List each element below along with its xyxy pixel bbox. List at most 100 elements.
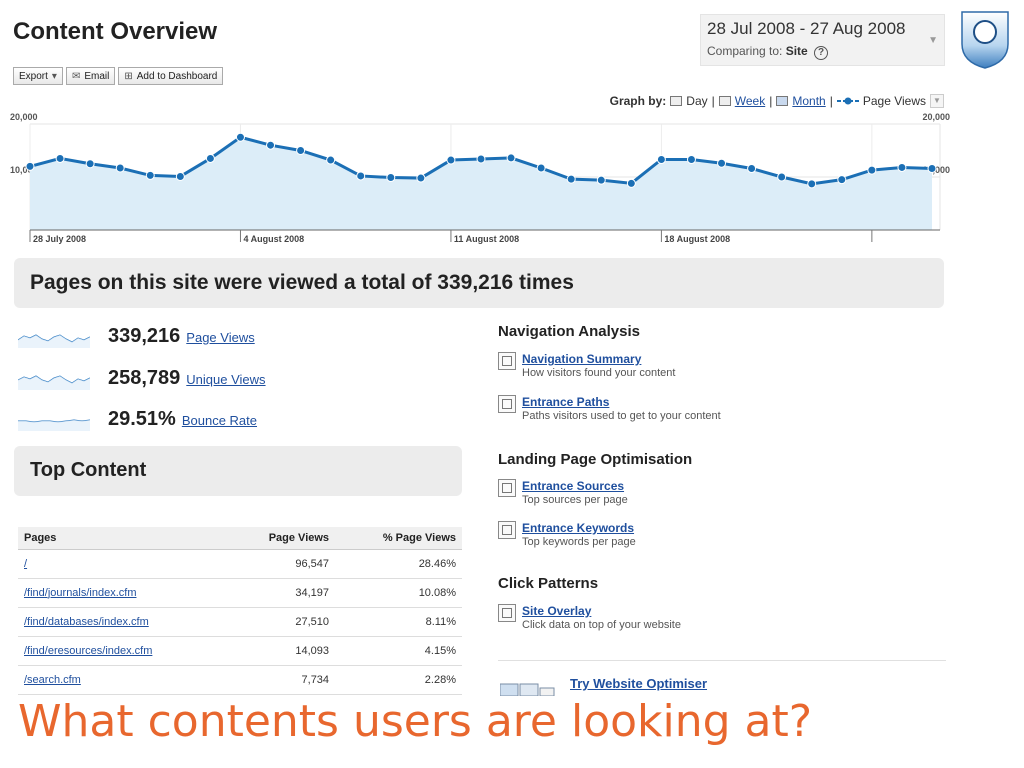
page-link[interactable]: /search.cfm <box>24 673 81 686</box>
series-legend-icon <box>836 97 859 105</box>
data-point <box>596 175 606 185</box>
comparing-to: Comparing to: Site ? <box>707 44 829 60</box>
summary-banner: Pages on this site were viewed a total o… <box>14 258 944 308</box>
page-link[interactable]: /find/databases/index.cfm <box>24 615 149 628</box>
metric-value: 29.51% <box>108 408 176 430</box>
data-point <box>506 153 516 163</box>
entrance-sources-item: Entrance Sources Top sources per page <box>498 479 628 506</box>
data-point <box>356 171 366 181</box>
x-tick-label: 11 August 2008 <box>454 234 519 244</box>
metric-page-views: 339,216 Page Views <box>18 325 255 348</box>
data-point <box>897 162 907 172</box>
data-point <box>235 132 245 142</box>
x-tick-label: 18 August 2008 <box>664 234 730 244</box>
metric-dropdown-icon[interactable]: ▼ <box>930 94 944 108</box>
date-range-selector[interactable]: 28 Jul 2008 - 27 Aug 2008 Comparing to: … <box>700 14 945 66</box>
site-overlay-link[interactable]: Site Overlay <box>522 604 592 618</box>
site-overlay-desc: Click data on top of your website <box>522 619 681 631</box>
entrance-paths-link[interactable]: Entrance Paths <box>522 395 610 409</box>
page-link[interactable]: / <box>24 557 28 570</box>
metric-bounce-rate: 29.51% Bounce Rate <box>18 408 257 431</box>
page-link[interactable]: /find/journals/index.cfm <box>24 586 137 599</box>
data-point <box>386 173 396 183</box>
data-point <box>656 155 666 165</box>
navigation-analysis-title: Navigation Analysis <box>498 323 640 340</box>
entrance-sources-link[interactable]: Entrance Sources <box>522 479 625 493</box>
entrance-keywords-link[interactable]: Entrance Keywords <box>522 521 635 535</box>
column-header-pages[interactable]: Pages <box>18 527 228 550</box>
data-point <box>416 173 426 183</box>
envelope-icon: ✉ <box>71 70 81 82</box>
compare-value: Site <box>785 44 808 58</box>
data-point <box>205 153 215 163</box>
pct-cell: 2.28% <box>335 665 462 695</box>
pct-cell: 28.46% <box>335 549 462 579</box>
graph-by-month[interactable]: Month <box>792 94 826 108</box>
table-row: / 96,547 28.46% <box>18 549 462 579</box>
data-point <box>807 179 817 189</box>
y-tick-label-right: 20,000 <box>922 112 950 122</box>
email-button[interactable]: ✉ Email <box>65 67 116 85</box>
graph-by-controls: Graph by: Day | Week | Month | Page View… <box>610 94 944 108</box>
column-header-page-views[interactable]: Page Views <box>227 527 336 550</box>
sparkline-icon <box>18 374 90 390</box>
pct-cell: 4.15% <box>335 636 462 666</box>
sparkline-icon <box>18 333 90 348</box>
metric-link[interactable]: Page Views <box>186 330 255 345</box>
metric-unique-views: 258,789 Unique Views <box>18 367 266 390</box>
divider <box>498 660 946 661</box>
chevron-down-icon[interactable]: ▼ <box>928 35 938 46</box>
help-icon[interactable]: ? <box>814 46 829 60</box>
data-point <box>175 171 185 181</box>
metric-link[interactable]: Unique Views <box>186 372 266 387</box>
metric-link[interactable]: Bounce Rate <box>181 413 258 428</box>
y-tick-label-left: 20,000 <box>10 112 38 122</box>
caret-down-icon: ▾ <box>51 70 57 82</box>
data-point <box>326 155 336 165</box>
x-tick-label: 4 August 2008 <box>243 234 304 244</box>
table-row: /find/eresources/index.cfm 14,093 4.15% <box>18 636 462 666</box>
graph-by-label: Graph by: <box>609 94 667 108</box>
data-point <box>55 153 65 163</box>
data-point <box>626 178 636 188</box>
top-content-table: Pages Page Views % Page Views / 96,547 2… <box>18 527 462 695</box>
slide-caption: What contents users are looking at? <box>18 696 813 747</box>
report-icon <box>498 479 516 497</box>
x-tick-label: 28 July 2008 <box>33 234 86 244</box>
navigation-summary-link[interactable]: Navigation Summary <box>522 352 642 366</box>
entrance-sources-desc: Top sources per page <box>522 494 628 506</box>
series-area <box>30 137 932 230</box>
data-point <box>446 155 456 165</box>
graph-by-week[interactable]: Week <box>734 94 766 108</box>
pct-cell: 8.11% <box>335 607 462 637</box>
metric-value: 339,216 <box>108 325 181 347</box>
data-point <box>145 170 155 180</box>
website-optimiser-icon <box>500 683 555 696</box>
table-row: /find/databases/index.cfm 27,510 8.11% <box>18 607 462 637</box>
overlay-icon <box>498 604 516 622</box>
data-point <box>296 146 306 155</box>
data-point <box>85 159 95 169</box>
table-row: /find/journals/index.cfm 34,197 10.08% <box>18 578 462 608</box>
entrance-keywords-item: Entrance Keywords Top keywords per page <box>498 521 636 548</box>
add-to-dashboard-button[interactable]: ⊞ Add to Dashboard <box>118 67 224 85</box>
y-tick-label-left: 10,000 <box>10 165 38 175</box>
pct-cell: 10.08% <box>335 578 462 608</box>
top-content-title: Top Content <box>30 459 147 481</box>
data-point <box>266 140 276 150</box>
toolbar: Export ▾ ✉ Email ⊞ Add to Dashboard <box>13 67 224 85</box>
metric-value: 258,789 <box>108 367 181 389</box>
report-icon <box>498 395 516 413</box>
graph-by-day[interactable]: Day <box>686 94 708 108</box>
try-website-optimiser-link[interactable]: Try Website Optimiser <box>570 676 708 691</box>
export-button[interactable]: Export ▾ <box>13 67 63 85</box>
column-header-pct-page-views[interactable]: % Page Views <box>335 527 462 550</box>
page-link[interactable]: /find/eresources/index.cfm <box>24 644 153 657</box>
data-point <box>867 165 877 175</box>
data-point <box>717 158 727 168</box>
separator: | <box>829 94 833 108</box>
page-views-cell: 96,547 <box>227 549 336 579</box>
data-point <box>747 164 757 174</box>
table-header-row: Pages Page Views % Page Views <box>18 527 462 550</box>
